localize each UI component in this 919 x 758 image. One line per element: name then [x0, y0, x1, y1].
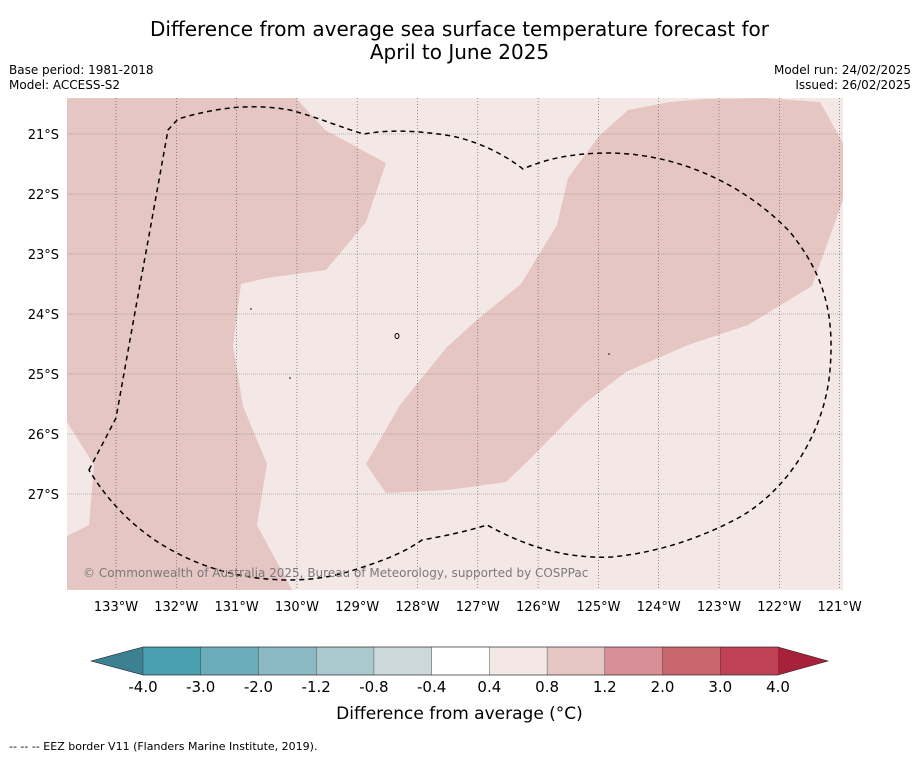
colorbar-title: Difference from average (°C)	[336, 704, 583, 724]
colorbar-tick-label: 0.4	[477, 678, 501, 696]
latitude-labels: 21°S 22°S 23°S 24°S 25°S 26°S 27°S	[28, 128, 59, 503]
island-marker	[250, 308, 252, 310]
colorbar-over-arrow	[778, 647, 828, 675]
colorbar-segment	[546, 646, 606, 676]
longitude-label: 133°W	[94, 600, 138, 615]
colorbar-segment	[720, 646, 779, 676]
longitude-label: 122°W	[757, 600, 801, 615]
longitude-label: 125°W	[576, 600, 620, 615]
longitude-label: 132°W	[154, 600, 198, 615]
longitude-label: 127°W	[456, 600, 500, 615]
longitude-label: 131°W	[215, 600, 259, 615]
longitude-label: 126°W	[516, 600, 560, 615]
colorbar-segment	[373, 646, 433, 676]
colorbar-tick-label: 0.8	[535, 678, 559, 696]
colorbar-tick-label: -0.4	[417, 678, 446, 696]
colorbar-tick-label: -2.0	[244, 678, 273, 696]
latitude-label: 27°S	[28, 488, 59, 503]
latitude-label: 25°S	[28, 368, 59, 383]
longitude-label: 130°W	[275, 600, 319, 615]
warm-anomaly-region-west	[67, 98, 386, 590]
title-line-2: April to June 2025	[369, 40, 550, 64]
colorbar-tick-label: -4.0	[128, 678, 157, 696]
colorbar-tick-label: 4.0	[766, 678, 790, 696]
latitude-label: 26°S	[28, 428, 59, 443]
small-islands	[250, 308, 610, 379]
model-text: Model: ACCESS-S2	[9, 78, 121, 92]
latitude-gridlines	[67, 133, 843, 495]
longitude-label: 124°W	[637, 600, 681, 615]
colorbar-tick-label: 1.2	[593, 678, 617, 696]
eez-footnote: -- -- -- EEZ border V11 (Flanders Marine…	[9, 740, 318, 753]
map-panel: © Commonwealth of Australia 2025, Bureau…	[67, 98, 843, 590]
colorbar-segment	[604, 646, 664, 676]
island-marker	[289, 377, 291, 379]
colorbar-tick-label: 3.0	[708, 678, 732, 696]
colorbar-segment	[142, 646, 202, 676]
colorbar-tick-label: 2.0	[651, 678, 675, 696]
map-figure: © Commonwealth of Australia 2025, Bureau…	[28, 98, 862, 615]
metadata-left: Base period: 1981-2018 Model: ACCESS-S2	[9, 63, 154, 93]
longitude-gridlines	[115, 98, 840, 590]
metadata-right: Model run: 24/02/2025 Issued: 26/02/2025	[774, 63, 911, 93]
longitude-label: 121°W	[818, 600, 862, 615]
colorbar-segment	[258, 646, 317, 676]
colorbar-tick-labels: -4.0 -3.0 -2.0 -1.2 -0.8 -0.4 0.4 0.8 1.2 2.0 3.0 4…	[128, 678, 790, 696]
colorbar-tick-label: -1.2	[302, 678, 331, 696]
base-period-text: Base period: 1981-2018	[9, 63, 154, 77]
eez-border-line	[88, 106, 832, 581]
colorbar-segment	[489, 646, 548, 676]
colorbar-segment	[662, 646, 721, 676]
longitude-label: 123°W	[697, 600, 741, 615]
colorbar: -4.0 -3.0 -2.0 -1.2 -0.8 -0.4 0.4 0.8 1.2 2.0 3.0 4…	[89, 646, 830, 696]
colorbar-under-arrow	[91, 647, 143, 675]
colorbar-segment	[431, 646, 490, 676]
latitude-label: 22°S	[28, 188, 59, 203]
map-title: Difference from average sea surface temp…	[0, 18, 919, 64]
title-line-1: Difference from average sea surface temp…	[149, 17, 769, 41]
longitude-labels: 133°W 132°W 131°W 130°W 129°W 128°W 127°W 126°W…	[94, 600, 862, 615]
colorbar-outline	[89, 646, 830, 676]
colorbar-segments	[142, 646, 779, 676]
latitude-label: 23°S	[28, 248, 59, 263]
longitude-label: 128°W	[395, 600, 439, 615]
latitude-label: 24°S	[28, 308, 59, 323]
island-marker	[394, 333, 400, 339]
colorbar-segment	[200, 646, 259, 676]
warm-anomaly-region-east	[366, 98, 843, 493]
colorbar-tick-label: -0.8	[359, 678, 388, 696]
colorbar-tick-label: -3.0	[186, 678, 215, 696]
colorbar-segment	[315, 646, 375, 676]
issued-text: Issued: 26/02/2025	[795, 78, 911, 92]
longitude-label: 129°W	[335, 600, 379, 615]
latitude-label: 21°S	[28, 128, 59, 143]
model-run-text: Model run: 24/02/2025	[773, 63, 911, 77]
copyright-text: © Commonwealth of Australia 2025, Bureau…	[83, 566, 588, 580]
island-marker	[608, 353, 610, 355]
